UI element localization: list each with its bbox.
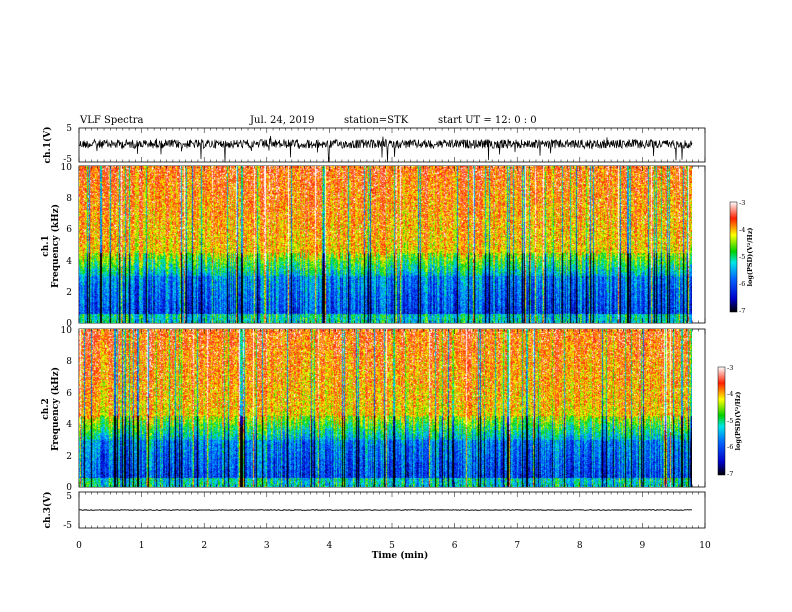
y-tick-label: 8 [66,194,72,204]
y-tick-label: 4 [66,257,72,267]
ch2-spectrogram-image [79,329,692,487]
x-tick-label: 6 [452,541,458,551]
colorbar-label: log(PSD)(V²/Hz) [734,392,742,451]
colorbar-tick: -5 [739,253,745,261]
y-axis-label-frequency: Frequency (kHz) [50,204,61,288]
ch3-waveform-line [78,509,693,511]
x-tick-label: 1 [139,541,145,551]
x-tick-label: 4 [327,541,333,551]
colorbar-tick: -6 [739,280,745,288]
y-axis-label-frequency: Frequency (kHz) [50,367,61,451]
y-tick-label: 0 [66,319,72,329]
figure-station: station=STK [344,115,409,126]
y-tick-label: 2 [66,452,72,462]
y-tick-label: -5 [63,521,72,531]
y-tick-label: 0 [66,483,72,493]
ch1-spectrogram-image [79,166,692,323]
y-tick-label: -5 [63,155,72,165]
x-tick-labels: 0 1 2 3 4 5 6 7 8 9 10 [76,541,711,551]
x-ticks [78,329,706,487]
x-ticks [78,492,706,528]
y-axis-label: ch.1(V) [42,127,53,164]
x-tick-label: 5 [389,541,395,551]
y-tick-label: 6 [66,225,72,235]
figure-title: VLF Spectra [79,115,144,126]
y-tick-label: 2 [66,288,72,298]
colorbar-tick: -4 [727,390,733,398]
figure-start-time: start UT = 12: 0 : 0 [438,115,537,126]
x-tick-label: 2 [201,541,207,551]
x-tick-label: 3 [264,541,270,551]
y-tick-label: 5 [66,124,72,134]
colorbar-tick: -3 [739,199,745,207]
colorbar-tick: -7 [727,470,733,478]
figure-header: VLF Spectra Jul. 24, 2019 station=STK st… [79,115,537,126]
colorbar-label: log(PSD)(V²/Hz) [746,228,754,287]
y-tick-label: 8 [66,357,72,367]
x-axis-label: Time (min) [372,550,429,561]
y-tick-label: 10 [61,326,73,336]
colorbar-tick: -4 [739,226,745,234]
ch1-waveform-line [78,135,693,163]
x-ticks [78,166,706,323]
x-tick-label: 0 [76,541,82,551]
panel-ch1-waveform: 5 -5 ch.1(V) [42,124,706,165]
y-tick-label: 6 [66,389,72,399]
y-axis-label-channel: ch.2 [41,398,51,419]
colorbar [717,366,726,476]
panel-ch3-waveform: 5 -5 ch.3(V) 0 1 2 3 4 5 6 7 8 9 10 Time (min) [42,492,711,561]
colorbar-tick: -7 [739,307,745,315]
colorbar-tick: -5 [727,417,733,425]
panel-ch2-spectrogram: 0 2 4 6 8 10 ch.2 Frequency (kHz) -3 -4 … [41,326,742,493]
y-axis-label: ch.3(V) [42,492,53,529]
y-tick-label: 5 [66,492,72,502]
colorbar-tick: -3 [727,364,733,372]
x-tick-label: 8 [577,541,583,551]
colorbar [729,201,738,313]
x-tick-label: 9 [640,541,646,551]
colorbar-tick: -6 [727,443,733,451]
x-ticks [78,128,706,162]
x-tick-label: 7 [514,541,520,551]
figure-date: Jul. 24, 2019 [249,115,315,126]
x-tick-label: 10 [699,541,711,551]
y-tick-label: 4 [66,420,72,430]
y-tick-label: 10 [61,163,73,173]
panel-ch1-spectrogram: 0 2 4 6 8 10 ch.1 Frequency (kHz) -3 -4 … [41,163,754,329]
y-axis-label-channel: ch.1 [41,235,51,256]
